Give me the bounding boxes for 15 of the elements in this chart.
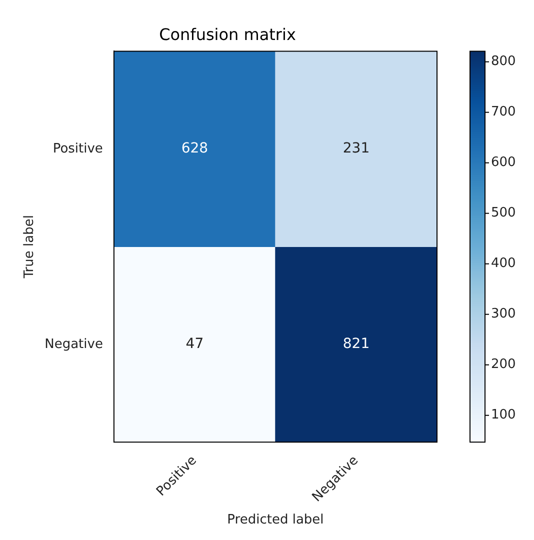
- color-bar-label: 100: [491, 408, 516, 423]
- color-bar-label: 400: [491, 256, 516, 272]
- y-axis-title: True label: [22, 215, 38, 280]
- color-bar-label: 600: [491, 155, 516, 170]
- data-label: 47: [186, 336, 204, 352]
- color-bar-label: 500: [491, 206, 516, 221]
- color-bar-label: 300: [491, 306, 516, 322]
- chart-title: Confusion matrix: [159, 24, 296, 44]
- data-label: 821: [342, 336, 370, 352]
- x-axis-title: Predicted label: [227, 512, 324, 528]
- color-bar-label: 200: [491, 357, 516, 372]
- color-bar-label: 800: [491, 54, 516, 70]
- data-label: 628: [181, 140, 208, 157]
- data-label: 231: [342, 140, 370, 157]
- color-bar-label: 700: [491, 104, 516, 120]
